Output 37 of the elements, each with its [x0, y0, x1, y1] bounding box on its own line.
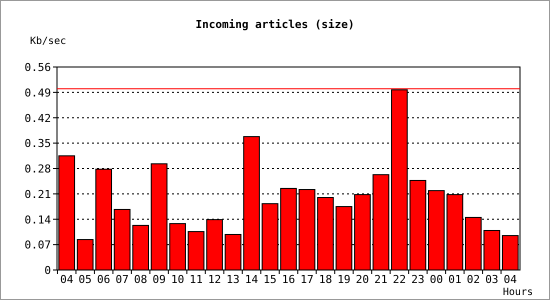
x-tick-label: 19 — [337, 273, 351, 286]
x-tick-label: 05 — [78, 273, 92, 286]
x-tick-label: 06 — [97, 273, 110, 286]
x-tick-label: 07 — [116, 273, 129, 286]
x-tick-label: 23 — [411, 273, 425, 286]
x-tick-label: 16 — [282, 273, 296, 286]
x-tick-label: 08 — [134, 273, 148, 286]
x-tick-label: 18 — [318, 273, 332, 286]
y-tick-label: 0.42 — [24, 112, 51, 125]
x-tick-label: 04 — [504, 273, 518, 286]
y-tick-label: 0 — [44, 264, 51, 277]
x-tick-label: 21 — [374, 273, 388, 286]
x-tick-label: 03 — [485, 273, 498, 286]
y-tick-label: 0.07 — [24, 238, 51, 252]
y-axis-title: Kb/sec — [30, 36, 66, 47]
x-tick-label: 17 — [300, 273, 314, 286]
x-tick-label: 04 — [60, 273, 74, 286]
x-tick-label: 11 — [189, 273, 203, 286]
y-tick-label: 0.21 — [24, 188, 51, 201]
x-tick-label: 15 — [263, 273, 277, 286]
x-axis-title: Hours — [502, 287, 533, 298]
x-tick-label: 10 — [170, 273, 184, 286]
x-tick-label: 12 — [208, 273, 222, 286]
y-tick-label: 0.56 — [24, 61, 51, 74]
x-tick-label: 00 — [430, 273, 443, 286]
y-tick-label: 0.35 — [24, 137, 51, 150]
x-tick-label: 01 — [448, 273, 462, 286]
chart-title: Incoming articles (size) — [196, 18, 354, 31]
y-tick-label: 0.14 — [24, 213, 52, 226]
x-tick-label: 22 — [392, 273, 406, 286]
x-tick-label: 02 — [466, 273, 480, 286]
y-tick-label: 0.28 — [24, 162, 51, 176]
x-tick-label: 13 — [226, 273, 240, 286]
x-tick-label: 09 — [152, 273, 166, 286]
x-tick-label: 20 — [356, 273, 370, 286]
y-tick-label: 0.49 — [24, 86, 51, 100]
x-tick-label: 14 — [244, 273, 259, 286]
